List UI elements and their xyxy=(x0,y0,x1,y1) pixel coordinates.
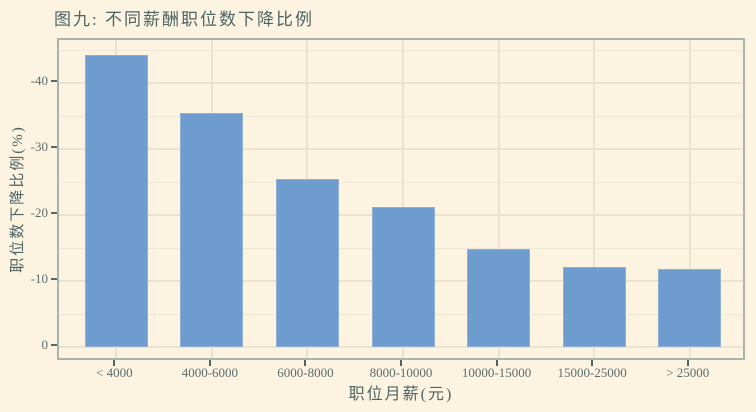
x-tick-label: 10000-15000 xyxy=(461,365,532,380)
x-tick-label: 15000-25000 xyxy=(557,365,627,380)
y-tick-label: 0 xyxy=(41,337,49,352)
gridline-h-minor xyxy=(59,181,743,183)
x-tick-label: 6000-8000 xyxy=(277,365,334,380)
x-axis-tick xyxy=(113,360,116,366)
bar xyxy=(467,248,531,347)
y-axis-tick xyxy=(51,80,57,82)
bar xyxy=(371,207,435,347)
x-tick-label: > 25000 xyxy=(666,365,710,380)
y-axis-tick xyxy=(51,212,57,214)
gridline-v xyxy=(593,40,596,358)
y-tick-label: -40 xyxy=(30,73,48,88)
chart-title: 图九: 不同薪酬职位数下降比例 xyxy=(54,10,314,29)
bar xyxy=(275,178,339,347)
x-axis-tick xyxy=(591,360,594,366)
x-axis-tick xyxy=(686,360,689,366)
y-tick-label: -10 xyxy=(30,271,48,286)
gridline-h-major xyxy=(59,148,743,150)
x-axis-tick xyxy=(304,360,307,366)
gridline-h-minor xyxy=(59,115,743,117)
gridline-h-major xyxy=(59,346,743,348)
gridline-v xyxy=(402,40,404,358)
bar xyxy=(658,269,722,347)
x-axis-tick xyxy=(400,360,402,366)
y-axis-tick xyxy=(51,146,57,148)
x-axis-title: 职位月薪(元) xyxy=(348,386,454,403)
x-tick-label: 4000-6000 xyxy=(181,365,239,380)
y-tick-label: -30 xyxy=(30,139,48,154)
y-tick-label: -20 xyxy=(30,205,48,220)
bar xyxy=(84,55,148,347)
bar xyxy=(562,267,626,347)
gridline-h-minor xyxy=(59,49,743,51)
y-axis-title: 职位数下降比例(%) xyxy=(10,125,26,273)
plot-panel xyxy=(57,38,745,360)
y-axis-tick xyxy=(51,278,57,280)
x-tick-label: 8000-10000 xyxy=(369,365,433,380)
gridline-h-major xyxy=(59,82,743,84)
gridline-v xyxy=(497,40,500,358)
y-axis-tick xyxy=(51,344,57,346)
x-axis-tick xyxy=(208,360,211,366)
gridline-v xyxy=(688,40,691,358)
bar xyxy=(180,112,244,347)
x-tick-label: < 4000 xyxy=(96,365,133,380)
x-axis-tick xyxy=(495,360,498,366)
